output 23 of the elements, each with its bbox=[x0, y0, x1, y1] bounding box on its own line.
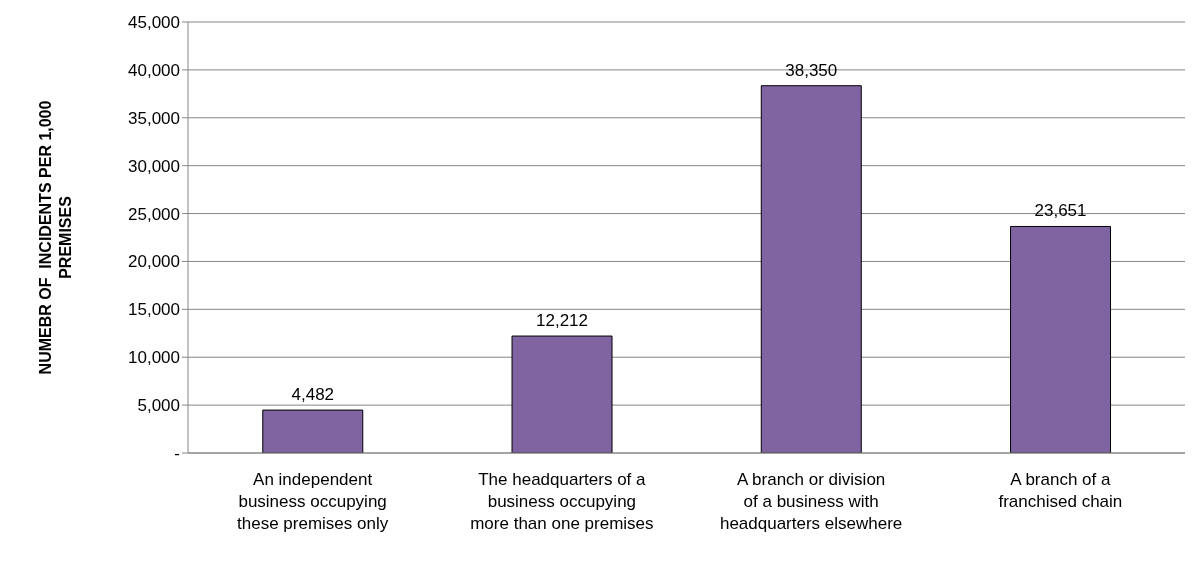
x-tick-label: A branch or division of a business with headquarters elsewhere bbox=[719, 470, 903, 533]
y-axis-title: NUMEBR OF INCIDENTS PER 1,000 PREMISES bbox=[37, 100, 74, 375]
data-label: 4,482 bbox=[291, 385, 335, 405]
y-tick-label: 15,000 bbox=[128, 300, 180, 320]
data-label: 23,651 bbox=[1034, 201, 1087, 221]
y-tick-label: 10,000 bbox=[128, 348, 180, 368]
bar bbox=[511, 335, 613, 453]
y-tick-label: 35,000 bbox=[128, 108, 180, 128]
x-tick-label: An independent business occupying these premises only bbox=[237, 470, 389, 533]
y-tick-label: 20,000 bbox=[128, 252, 180, 272]
x-tick-label: A branch of a franchised chain bbox=[998, 470, 1123, 511]
y-tick-label: - bbox=[174, 444, 180, 464]
data-label: 12,212 bbox=[536, 311, 589, 331]
y-tick-label: 30,000 bbox=[128, 156, 180, 176]
x-tick-label: The headquarters of a business occupying more than one premises bbox=[470, 470, 654, 533]
bar bbox=[760, 85, 862, 453]
bar bbox=[1010, 225, 1112, 453]
y-tick-label: 40,000 bbox=[128, 60, 180, 80]
y-tick-label: 25,000 bbox=[128, 204, 180, 224]
data-label: 38,350 bbox=[785, 60, 838, 80]
y-tick-label: 5,000 bbox=[137, 396, 180, 416]
bar bbox=[262, 409, 364, 453]
y-tick-label: 45,000 bbox=[128, 13, 180, 33]
